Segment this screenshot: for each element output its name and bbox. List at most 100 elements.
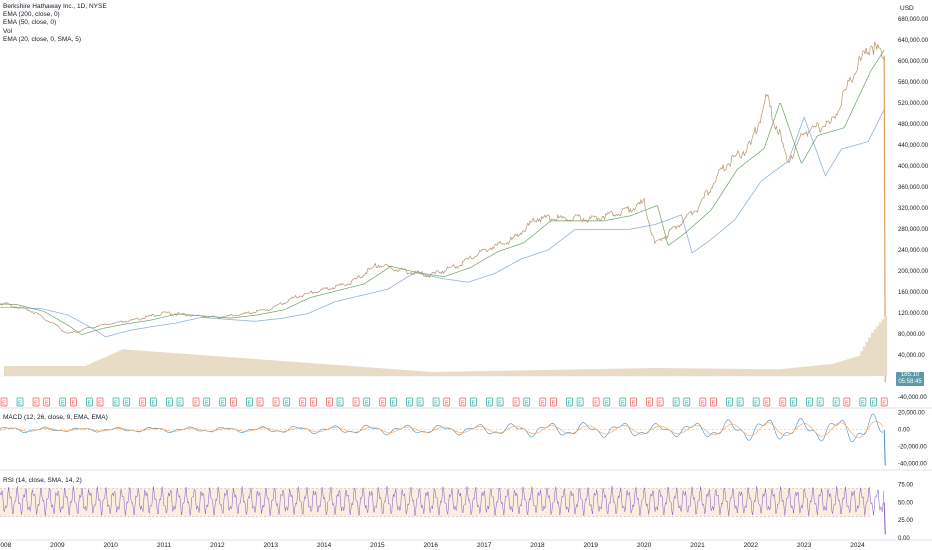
- volume-bar: [460, 371, 464, 376]
- earnings-marker[interactable]: [752, 397, 760, 407]
- rsi-label[interactable]: RSI (14, close, SMA, 14, 2): [3, 477, 82, 484]
- earnings-marker[interactable]: [43, 397, 51, 407]
- earnings-marker[interactable]: [123, 397, 131, 407]
- volume-bar: [510, 370, 514, 376]
- chart-title[interactable]: Berkshire Hathaway Inc., 1D, NYSE: [3, 3, 107, 10]
- volume-bar: [222, 356, 226, 376]
- earnings-marker[interactable]: [576, 397, 584, 407]
- earnings-marker[interactable]: [459, 397, 467, 407]
- volume-bar: [625, 368, 629, 376]
- volume-bar: [318, 363, 322, 376]
- earnings-marker[interactable]: [112, 397, 120, 407]
- volume-bar: [529, 370, 533, 376]
- earnings-marker[interactable]: [139, 397, 147, 407]
- earnings-marker[interactable]: [443, 397, 451, 407]
- earnings-marker[interactable]: [683, 397, 691, 407]
- earnings-marker[interactable]: [550, 397, 557, 407]
- earnings-marker[interactable]: [16, 397, 24, 407]
- earnings-marker[interactable]: [85, 397, 93, 407]
- earnings-marker[interactable]: [630, 397, 637, 407]
- volume-bar: [526, 370, 530, 376]
- earnings-marker[interactable]: [619, 397, 627, 407]
- earnings-marker[interactable]: [763, 397, 771, 407]
- earnings-marker[interactable]: [672, 397, 680, 407]
- earnings-marker[interactable]: [379, 397, 387, 407]
- volume-bar: [345, 365, 349, 376]
- earnings-marker[interactable]: [790, 397, 797, 407]
- earnings-marker[interactable]: [390, 397, 397, 407]
- earnings-marker[interactable]: [806, 397, 813, 407]
- volume-bar: [796, 367, 800, 376]
- earnings-marker[interactable]: [283, 397, 291, 407]
- earnings-marker[interactable]: [816, 397, 824, 407]
- volume-bar: [524, 370, 528, 376]
- earnings-marker[interactable]: [566, 397, 573, 407]
- earnings-marker[interactable]: [32, 397, 40, 407]
- macd-label[interactable]: MACD (12, 26, close, 9, EMA, EMA): [3, 414, 108, 421]
- earnings-marker[interactable]: [779, 397, 787, 407]
- earnings-marker[interactable]: [699, 397, 707, 407]
- earnings-marker[interactable]: [859, 397, 867, 407]
- legend-ema200[interactable]: EMA (200, close, 0): [3, 11, 60, 19]
- earnings-marker[interactable]: [726, 397, 733, 407]
- earnings-marker[interactable]: [176, 397, 184, 407]
- earnings-marker[interactable]: [256, 397, 264, 407]
- earnings-marker[interactable]: [843, 397, 851, 407]
- earnings-marker-label: E: [434, 401, 438, 407]
- earnings-marker[interactable]: [592, 397, 600, 407]
- volume-bar: [422, 371, 426, 376]
- earnings-marker[interactable]: [710, 397, 717, 407]
- earnings-marker[interactable]: [470, 397, 477, 407]
- volume-bar: [329, 364, 333, 376]
- earnings-marker[interactable]: [646, 397, 653, 407]
- legend-ema50[interactable]: EMA (50, close, 0): [3, 19, 57, 27]
- earnings-marker[interactable]: [352, 397, 360, 407]
- volume-bar: [108, 355, 112, 376]
- earnings-marker[interactable]: [246, 397, 253, 407]
- earnings-marker[interactable]: [496, 397, 504, 407]
- earnings-marker[interactable]: [880, 397, 888, 407]
- earnings-marker[interactable]: [832, 397, 840, 407]
- earnings-marker[interactable]: [870, 397, 877, 407]
- earnings-marker[interactable]: [0, 397, 8, 407]
- earnings-marker-label: E: [445, 401, 449, 407]
- earnings-marker[interactable]: [523, 397, 531, 407]
- earnings-marker[interactable]: [432, 397, 440, 407]
- earnings-marker[interactable]: [59, 397, 67, 407]
- earnings-marker[interactable]: [219, 397, 227, 407]
- earnings-marker[interactable]: [69, 397, 77, 407]
- volume-bar: [164, 352, 168, 376]
- earnings-marker[interactable]: [539, 397, 547, 407]
- volume-bar: [177, 353, 181, 376]
- earnings-marker[interactable]: [203, 397, 211, 407]
- currency-label[interactable]: USD: [900, 5, 914, 12]
- legend-volume[interactable]: Vol: [3, 27, 13, 35]
- earnings-marker[interactable]: [486, 397, 493, 407]
- earnings-marker[interactable]: [656, 397, 664, 407]
- volume-bar: [364, 367, 368, 376]
- earnings-marker[interactable]: [406, 397, 413, 407]
- earnings-marker[interactable]: [603, 397, 611, 407]
- volume-bar: [652, 368, 656, 376]
- legend-ema20[interactable]: EMA (20, close, 0, SMA, 5): [3, 35, 82, 43]
- earnings-marker[interactable]: [272, 397, 280, 407]
- earnings-marker[interactable]: [363, 397, 371, 407]
- earnings-marker[interactable]: [336, 397, 344, 407]
- earnings-marker[interactable]: [310, 397, 317, 407]
- rsi-axis-tick: 0.00: [898, 536, 910, 542]
- earnings-marker[interactable]: [96, 397, 104, 407]
- volume-bar: [574, 369, 578, 376]
- earnings-marker[interactable]: [299, 397, 307, 407]
- earnings-marker[interactable]: [192, 397, 200, 407]
- volume-bar: [124, 349, 128, 376]
- earnings-marker[interactable]: [230, 397, 237, 407]
- volume-bar: [726, 368, 730, 376]
- earnings-marker[interactable]: [166, 397, 173, 407]
- earnings-marker[interactable]: [416, 397, 424, 407]
- earnings-marker[interactable]: [326, 397, 333, 407]
- earnings-marker[interactable]: [150, 397, 157, 407]
- earnings-marker[interactable]: [512, 397, 520, 407]
- volume-bar: [876, 326, 880, 376]
- earnings-marker[interactable]: [736, 397, 744, 407]
